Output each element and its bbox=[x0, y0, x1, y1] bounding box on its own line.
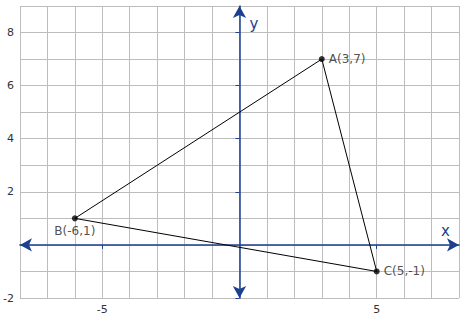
svg-text:A(3,7): A(3,7) bbox=[329, 52, 366, 66]
svg-text:4: 4 bbox=[7, 132, 14, 145]
svg-text:5: 5 bbox=[373, 303, 380, 315]
svg-text:B(-6,1): B(-6,1) bbox=[54, 224, 95, 238]
svg-text:-5: -5 bbox=[97, 303, 108, 315]
svg-text:x: x bbox=[441, 222, 450, 240]
svg-text:y: y bbox=[249, 15, 258, 33]
svg-text:2: 2 bbox=[7, 185, 14, 198]
svg-text:-2: -2 bbox=[3, 292, 14, 305]
svg-text:6: 6 bbox=[7, 79, 14, 92]
svg-text:8: 8 bbox=[7, 26, 14, 39]
svg-text:C(5,-1): C(5,-1) bbox=[384, 264, 425, 278]
